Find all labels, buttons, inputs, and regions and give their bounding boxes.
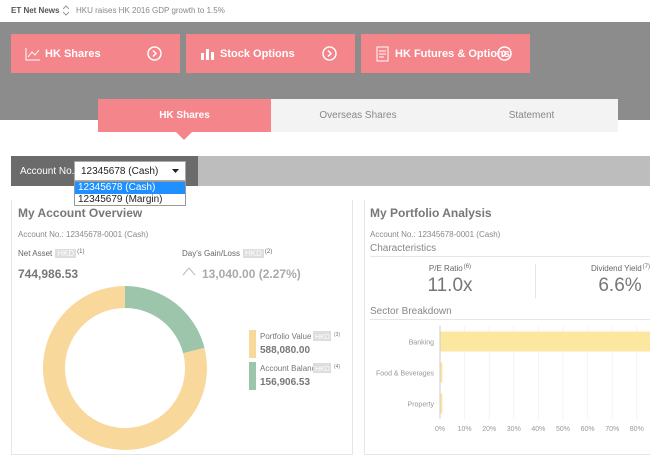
legend-value: 156,906.53 [260, 377, 310, 388]
y-tick-label: Property [408, 402, 435, 409]
account-no: Account No.: 12345678-0001 (Cash) [18, 230, 149, 239]
net-asset-value: 744,986.53 [18, 267, 79, 281]
nav-button[interactable]: HK Futures & Options [361, 34, 530, 73]
label: Net Asset [18, 249, 53, 258]
news-source: ET Net News [11, 6, 60, 15]
donut-segment [125, 286, 205, 354]
x-tick-label: 20% [482, 426, 496, 433]
y-tick-label: Banking [409, 340, 434, 347]
gain-loss-value: 13,040.00 (2.27%) [202, 267, 301, 281]
tab[interactable]: Statement [445, 99, 618, 132]
legend-name: Account Balance [260, 364, 321, 373]
note: (4) [334, 364, 340, 370]
x-tick-label: 40% [531, 426, 545, 433]
bar [440, 393, 443, 414]
pe-value: 11.0x [427, 275, 473, 296]
option-selected[interactable]: 12345678 (Cash) [75, 182, 185, 194]
icon [25, 47, 40, 60]
section-title: Characteristics [370, 243, 437, 254]
x-tick-label: 0% [435, 426, 445, 433]
net-asset-label: Net Asset HKD (1) [18, 249, 84, 258]
account-label: Account No.: [20, 166, 78, 177]
portfolio-panel [364, 200, 650, 455]
icon [201, 48, 214, 60]
overview-panel [11, 200, 353, 455]
label: Dividend Yield [590, 264, 642, 273]
note: (7) [642, 264, 650, 270]
note: (2) [264, 249, 273, 255]
currency-tag-bg [313, 363, 331, 373]
select-value: 12345678 (Cash) [81, 166, 159, 177]
nav-label: HK Futures & Options [395, 47, 510, 60]
label: P/E Ratio [428, 264, 463, 273]
currency-tag: HKD [243, 249, 264, 258]
note: (6) [463, 264, 472, 270]
divider [370, 319, 650, 320]
news-headline[interactable]: HKU raises HK 2016 GDP growth to 1.5% [76, 6, 225, 15]
nav-button[interactable]: HK Shares [11, 34, 180, 73]
news-bar: ET Net News HKU raises HK 2016 GDP growt… [0, 0, 650, 23]
tab[interactable]: Overseas Shares [271, 99, 445, 132]
bar [440, 362, 443, 383]
legend-name: Portfolio Value [260, 332, 312, 341]
x-tick-label: 50% [556, 426, 570, 433]
change-icon [182, 267, 196, 276]
x-tick-label: 80% [630, 426, 644, 433]
divider [535, 264, 536, 298]
currency-tag: HKD [315, 334, 330, 341]
gain-loss-label: Day's Gain/Loss HKD (2) [182, 249, 272, 258]
note: (3) [334, 332, 340, 338]
currency-tag: HKD [315, 366, 330, 373]
panel-title: My Portfolio Analysis [370, 206, 492, 220]
go-icon [322, 46, 337, 61]
x-tick-label: 60% [581, 426, 595, 433]
nav-button[interactable]: Stock Options [186, 34, 355, 73]
x-tick-label: 30% [507, 426, 521, 433]
icon [376, 46, 389, 61]
legend-value: 588,080.00 [260, 345, 310, 356]
nav-label: Stock Options [220, 47, 295, 60]
legend-label: Account Balance [260, 364, 321, 373]
legend-swatch [249, 362, 256, 390]
pe-label: P/E Ratio(6) [370, 264, 530, 273]
dividend-value: 6.6% [598, 275, 642, 296]
account-select[interactable]: 12345678 (Cash) [74, 161, 186, 181]
nav-label: HK Shares [45, 47, 101, 60]
label: Day's Gain/Loss [182, 249, 240, 258]
panel-title: My Account Overview [18, 206, 143, 220]
legend-swatch [249, 330, 256, 358]
currency-tag-bg [313, 331, 331, 341]
tab-active[interactable]: HK Shares [98, 99, 271, 132]
bar [440, 331, 650, 352]
scroll-icon[interactable] [63, 5, 69, 16]
currency-tag: HKD [55, 249, 77, 258]
go-icon [147, 46, 162, 61]
x-tick-label: 10% [458, 426, 472, 433]
option[interactable]: 12345679 (Margin) [78, 193, 163, 205]
section-title: Sector Breakdown [370, 306, 452, 317]
y-tick-label: Food & Beverages [376, 371, 434, 378]
dividend-label: Dividend Yield(7) [591, 264, 650, 273]
caret [172, 169, 179, 173]
account-bar-fill [198, 156, 650, 186]
note: (1) [77, 249, 85, 255]
go-icon [497, 46, 512, 61]
divider [370, 256, 650, 257]
tab-notch [175, 131, 193, 140]
account-no: Account No.: 12345678-0001 (Cash) [370, 230, 501, 239]
sector-chart: 0%10%20%30%40%50%60%70%80%90%100%Banking… [376, 326, 650, 433]
account-dropdown: 12345678 (Cash) 12345679 (Margin) [74, 181, 186, 206]
x-tick-label: 70% [605, 426, 619, 433]
legend-label: Portfolio Value [260, 332, 312, 341]
